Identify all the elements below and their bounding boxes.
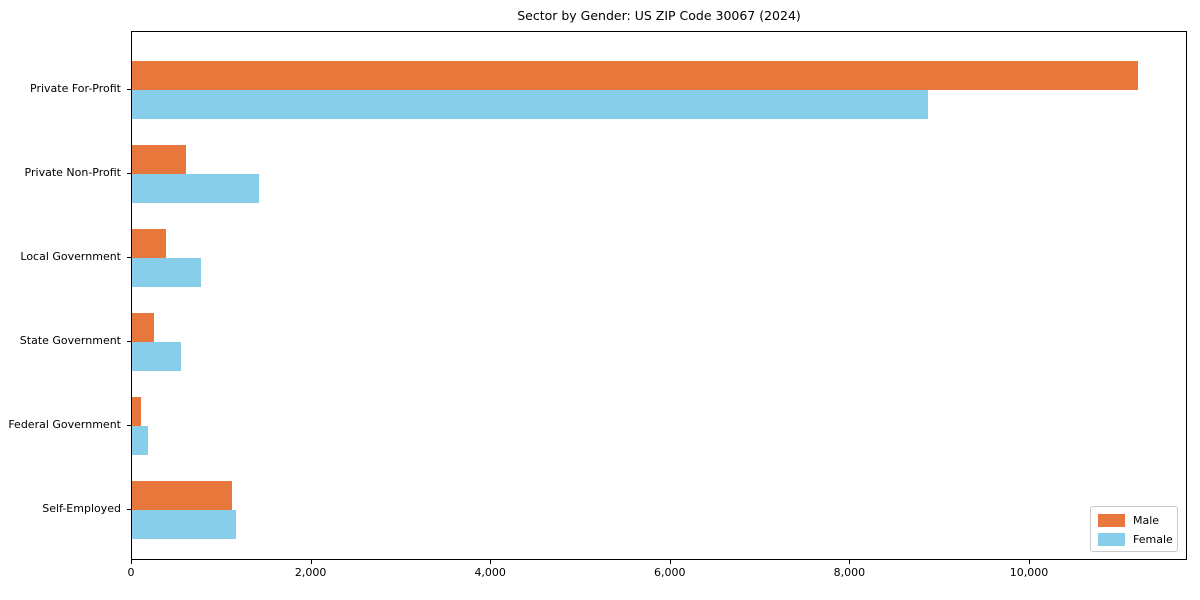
x-tick-label: 6,000 xyxy=(654,566,686,579)
y-axis-tick xyxy=(127,257,131,258)
y-tick-label: Private Non-Profit xyxy=(24,166,121,179)
x-axis-tick xyxy=(310,560,312,564)
y-axis-tick xyxy=(127,173,131,174)
legend: Male Female xyxy=(1090,506,1178,552)
y-axis-tick xyxy=(127,425,131,426)
x-axis-tick xyxy=(131,560,132,564)
x-tick-label: 0 xyxy=(127,566,135,579)
y-tick-label: State Government xyxy=(19,334,121,347)
y-axis-tick xyxy=(127,509,131,510)
x-tick-label: 2,000 xyxy=(294,566,327,579)
legend-swatch-male xyxy=(1098,513,1125,527)
y-tick-label: Federal Government xyxy=(8,418,121,431)
bar-female-federal-government xyxy=(132,426,148,455)
bar-female-state-government xyxy=(132,342,181,371)
x-tick-label: 8,000 xyxy=(833,566,866,579)
x-tick-label: 10,000 xyxy=(1009,566,1049,579)
bar-male-state-government xyxy=(132,313,155,342)
x-tick-label: 4,000 xyxy=(474,566,506,579)
bar-male-local-government xyxy=(132,229,167,258)
bar-female-self-employed xyxy=(132,510,237,539)
plot-area xyxy=(131,31,1187,560)
legend-item-female: Female xyxy=(1098,532,1173,546)
bar-female-private-for-profit xyxy=(132,90,928,119)
bar-female-private-non-profit xyxy=(132,174,259,203)
x-axis-tick xyxy=(1029,560,1030,564)
bar-male-federal-government xyxy=(132,397,141,426)
bar-male-self-employed xyxy=(132,481,232,510)
bar-male-private-for-profit xyxy=(132,61,1138,90)
legend-label: Male xyxy=(1133,513,1160,527)
y-axis-tick xyxy=(127,89,131,90)
y-tick-label: Private For-Profit xyxy=(30,82,121,95)
y-axis-tick xyxy=(127,341,131,342)
chart-title: Sector by Gender: US ZIP Code 30067 (202… xyxy=(517,8,801,23)
x-axis-tick xyxy=(490,560,492,564)
y-tick-label: Local Government xyxy=(20,250,121,263)
bar-male-private-non-profit xyxy=(132,145,186,174)
y-tick-label: Self-Employed xyxy=(42,502,121,515)
legend-swatch-female xyxy=(1098,532,1125,546)
x-axis-tick xyxy=(669,560,671,564)
bar-female-local-government xyxy=(132,258,202,287)
x-axis-tick xyxy=(849,560,851,564)
legend-label: Female xyxy=(1133,532,1173,546)
legend-item-male: Male xyxy=(1098,513,1170,527)
